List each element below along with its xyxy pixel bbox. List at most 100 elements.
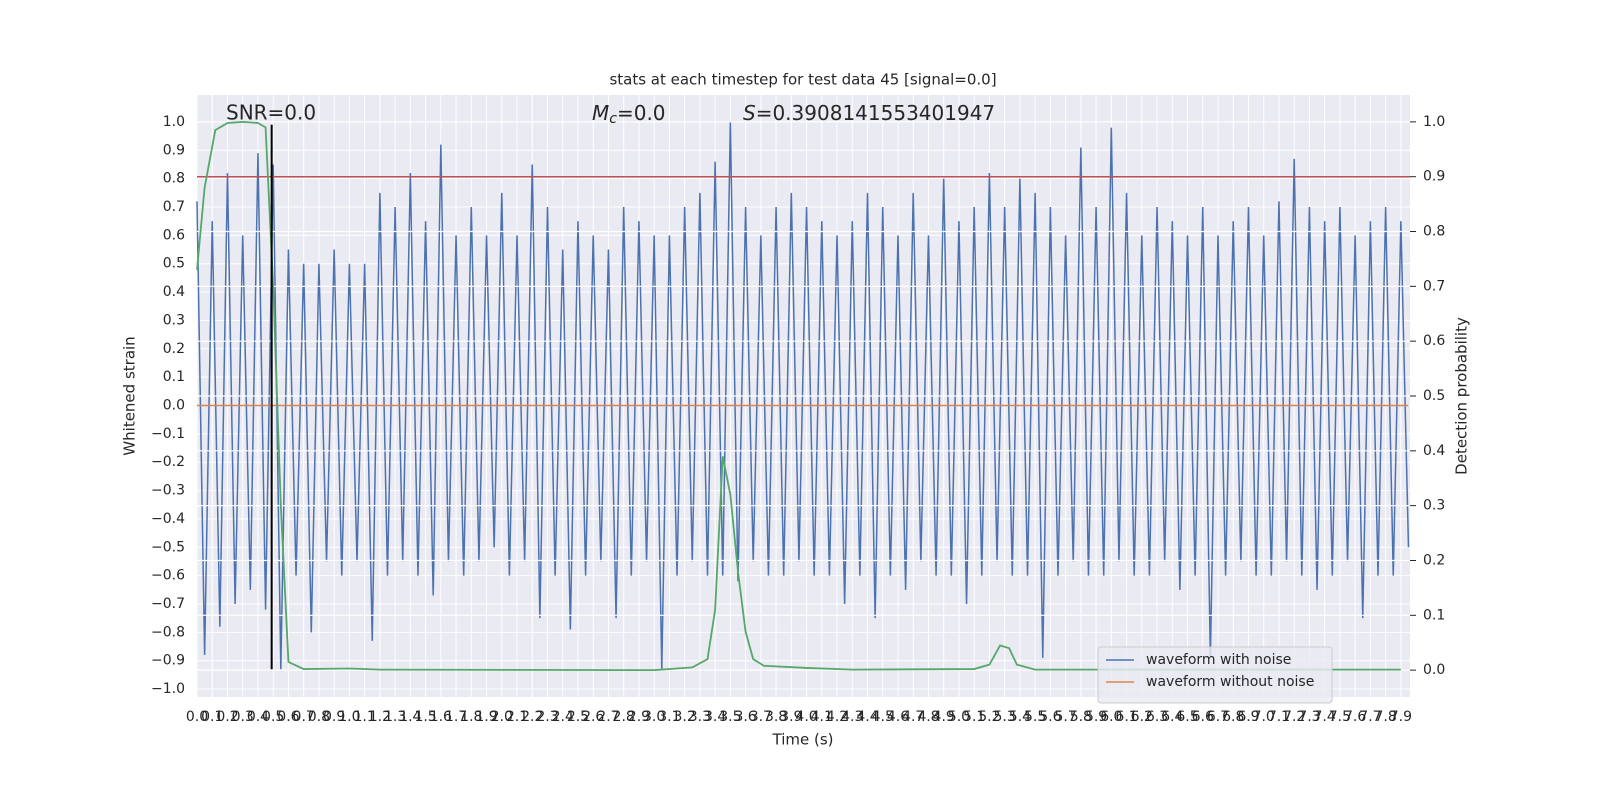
y-tick-label: 0.4 [163,284,185,300]
x-tick-label: 7.3 [1298,709,1320,725]
x-tick-label: 4.2 [826,709,848,725]
x-tick-label: 6.0 [1100,709,1122,725]
x-tick-label: 0.2 [216,709,238,725]
x-tick-label: 7.9 [1390,709,1412,725]
x-tick-label: 7.5 [1329,709,1351,725]
x-tick-label: 1.7 [445,709,467,725]
y2-tick-label: 0.7 [1423,278,1445,294]
y-tick-label: −0.7 [151,596,185,612]
x-tick-label: 6.8 [1222,709,1244,725]
x-tick-label: 1.4 [399,709,421,725]
x-tick-label: 7.2 [1283,709,1305,725]
y2-tick-label: 0.8 [1423,224,1445,240]
annotation-part: =0.3908141553401947 [756,101,995,125]
x-tick-label: 7.4 [1314,709,1336,725]
x-tick-label: 5.3 [994,709,1016,725]
y2-tick-label: 0.0 [1423,662,1445,678]
x-tick-label: 3.1 [658,709,680,725]
y-tick-label: 1.0 [163,114,185,130]
x-tick-label: 0.9 [323,709,345,725]
x-tick-label: 3.7 [750,709,772,725]
x-tick-label: 3.3 [689,709,711,725]
y-axis-label: Whitened strain [121,336,139,455]
x-tick-label: 6.4 [1161,709,1183,725]
y-tick-label: 0.3 [163,312,185,328]
x-tick-label: 2.5 [567,709,589,725]
y2-axis-label: Detection probability [1453,317,1471,475]
x-tick-label: 5.9 [1085,709,1107,725]
x-tick-label: 1.2 [369,709,391,725]
y-tick-label: −1.0 [151,681,185,697]
x-tick-label: 2.0 [491,709,513,725]
x-tick-label: 6.5 [1176,709,1198,725]
x-tick-label: 3.5 [719,709,741,725]
x-tick-label: 4.6 [887,709,909,725]
x-tick-label: 4.7 [902,709,924,725]
annotation-part: M [592,101,609,125]
y-tick-label: 0.1 [163,369,185,385]
x-tick-label: 7.6 [1344,709,1366,725]
y-tick-label: 0.5 [163,256,185,272]
y2-tick-label: 0.5 [1423,388,1445,404]
x-tick-label: 1.8 [460,709,482,725]
series-line [196,121,1410,670]
x-tick-label: 4.3 [841,709,863,725]
x-tick-label: 2.3 [536,709,558,725]
x-tick-label: 1.6 [430,709,452,725]
x-tick-label: 7.0 [1253,709,1275,725]
annotation-snr: SNR=0.0 [226,101,316,125]
x-tick-label: 3.2 [674,709,696,725]
y-tick-label: −0.8 [151,624,185,640]
y-tick-label: 0.6 [163,227,185,243]
legend-label: waveform with noise [1146,652,1291,668]
y2-tick-label: 0.9 [1423,169,1445,185]
x-tick-label: 6.1 [1115,709,1137,725]
x-tick-label: 5.1 [963,709,985,725]
y-tick-label: −0.3 [151,483,185,499]
y2-tick-label: 0.4 [1423,443,1445,459]
x-tick-label: 2.6 [582,709,604,725]
y2-tick-label: 0.2 [1423,552,1445,568]
x-tick-label: 6.7 [1207,709,1229,725]
x-tick-label: 0.0 [186,709,208,725]
x-tick-label: 6.3 [1146,709,1168,725]
x-tick-label: 1.0 [338,709,360,725]
x-tick-label: 4.1 [811,709,833,725]
x-tick-label: 1.3 [384,709,406,725]
x-tick-label: 3.8 [765,709,787,725]
x-tick-label: 0.7 [293,709,315,725]
x-tick-label: 4.9 [933,709,955,725]
x-tick-label: 4.4 [856,709,878,725]
x-tick-label: 4.0 [795,709,817,725]
x-tick-label: 3.0 [643,709,665,725]
x-tick-label: 5.2 [978,709,1000,725]
y-tick-label: −0.2 [151,454,185,470]
x-tick-label: 6.2 [1131,709,1153,725]
x-tick-label: 5.7 [1054,709,1076,725]
x-tick-label: 0.4 [247,709,269,725]
x-tick-label: 6.9 [1237,709,1259,725]
y-tick-label: 0.0 [163,397,185,413]
x-tick-label: 1.5 [414,709,436,725]
annotation-s: S=0.3908141553401947 [743,101,995,125]
x-tick-label: 5.8 [1070,709,1092,725]
x-tick-label: 4.8 [917,709,939,725]
legend-label: waveform without noise [1146,674,1314,690]
y-tick-label: −0.5 [151,539,185,555]
y-tick-label: 0.8 [163,171,185,187]
x-tick-label: 2.4 [552,709,574,725]
x-tick-label: 1.1 [353,709,375,725]
x-tick-label: 0.1 [201,709,223,725]
chart-title: stats at each timestep for test data 45 … [609,71,996,89]
series-line [196,120,1401,672]
x-tick-label: 0.3 [232,709,254,725]
y-tick-label: 0.9 [163,142,185,158]
x-tick-label: 6.6 [1192,709,1214,725]
x-tick-label: 2.2 [521,709,543,725]
x-tick-label: 3.6 [734,709,756,725]
y-tick-label: −0.4 [151,511,185,527]
x-tick-label: 5.4 [1009,709,1031,725]
x-tick-label: 0.6 [277,709,299,725]
annotation-part: =0.0 [617,101,666,125]
x-tick-label: 1.9 [475,709,497,725]
